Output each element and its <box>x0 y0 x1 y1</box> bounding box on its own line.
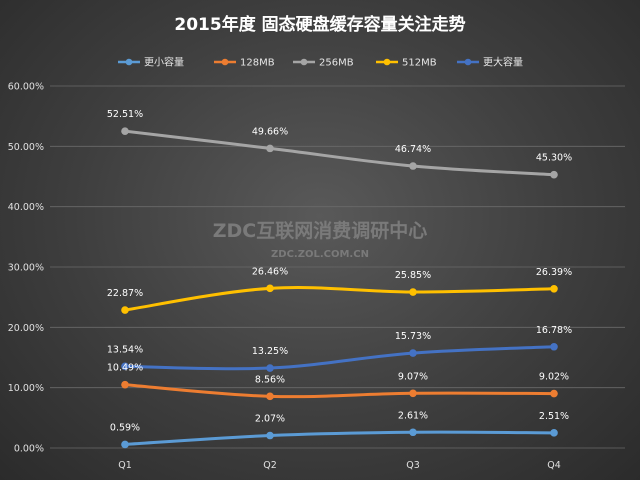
y-tick-label: 40.00% <box>8 202 44 213</box>
x-tick-label: Q4 <box>547 460 561 471</box>
legend-item: 256MB <box>293 58 354 69</box>
data-point <box>121 362 129 371</box>
series-path <box>123 129 556 177</box>
data-label: 45.30% <box>536 153 572 164</box>
series-line <box>121 428 558 449</box>
data-label: 22.87% <box>107 288 143 299</box>
series-group <box>121 127 558 449</box>
data-label: 8.56% <box>255 374 285 385</box>
data-point <box>266 392 274 401</box>
data-label: 25.85% <box>395 270 431 281</box>
y-tick-label: 50.00% <box>8 142 44 153</box>
data-label: 2.61% <box>398 410 428 421</box>
legend-marker <box>464 58 472 66</box>
y-tick-label: 0.00% <box>14 444 44 455</box>
data-label: 49.66% <box>252 126 288 137</box>
data-label: 13.54% <box>107 344 143 355</box>
series-path <box>123 383 556 399</box>
legend: 更小容量 128MB 256MB 512MB 更大容量 <box>118 56 523 69</box>
x-tick-label: Q1 <box>118 460 132 471</box>
data-point <box>266 364 274 372</box>
data-point <box>266 431 274 440</box>
legend-marker <box>221 58 229 66</box>
x-tick-label: Q2 <box>263 460 277 471</box>
y-tick-label: 20.00% <box>8 323 44 334</box>
watermark-main: ZDC互联网消费调研中心 <box>213 219 428 242</box>
y-tick-label: 30.00% <box>8 263 44 274</box>
y-tick-label: 60.00% <box>8 82 44 93</box>
chart-title: 2015年度 固态硬盘缓存容量关注走势 <box>174 14 465 35</box>
data-label: 15.73% <box>395 331 431 342</box>
data-point <box>266 144 274 153</box>
data-point <box>550 389 558 398</box>
data-point <box>409 428 417 437</box>
legend-marker <box>383 58 391 66</box>
data-point <box>550 342 558 351</box>
data-label: 2.51% <box>539 411 569 422</box>
data-label: 9.07% <box>398 371 428 382</box>
series-line <box>121 127 558 179</box>
data-point <box>550 284 558 293</box>
data-point <box>121 306 129 314</box>
data-label: 26.39% <box>536 267 572 278</box>
legend-marker <box>125 58 133 66</box>
data-point <box>409 162 417 170</box>
y-tick-label: 10.00% <box>8 383 44 394</box>
watermark: ZDC互联网消费调研中心 ZDC.ZOL.COM.CN <box>213 219 428 260</box>
data-label: 16.78% <box>536 325 572 336</box>
data-label: 46.74% <box>395 144 431 155</box>
series-line <box>121 284 558 314</box>
series-path <box>123 345 556 371</box>
legend-item: 更小容量 <box>118 56 184 69</box>
series-line <box>121 380 558 401</box>
x-tick-label: Q3 <box>406 460 420 471</box>
legend-item: 128MB <box>214 58 275 69</box>
series-path <box>123 286 556 312</box>
watermark-sub: ZDC.ZOL.COM.CN <box>271 249 369 260</box>
legend-marker <box>300 58 308 66</box>
legend-label: 更大容量 <box>483 56 523 69</box>
series-line <box>121 342 558 372</box>
y-axis: 0.00% 10.00% 20.00% 30.00% 40.00% 50.00% 60.00… <box>8 82 44 455</box>
data-label: 13.25% <box>252 346 288 357</box>
data-point <box>121 380 129 389</box>
legend-label: 256MB <box>319 58 354 69</box>
legend-label: 512MB <box>402 58 437 69</box>
data-label: 9.02% <box>539 372 569 383</box>
x-axis: Q1 Q2 Q3 Q4 <box>118 460 561 471</box>
data-label: 10.49% <box>107 363 143 374</box>
legend-label: 128MB <box>240 58 275 69</box>
data-point <box>550 170 558 179</box>
legend-label: 更小容量 <box>144 56 184 69</box>
data-point <box>121 127 129 135</box>
data-label: 0.59% <box>110 422 140 433</box>
data-point <box>550 429 558 437</box>
data-label: 52.51% <box>107 109 143 120</box>
data-label: 26.46% <box>252 266 288 277</box>
data-point <box>266 284 274 293</box>
data-point <box>409 288 417 296</box>
data-point <box>409 389 417 398</box>
series-path <box>123 430 556 446</box>
data-labels: 0.59% 2.07% 2.61% 2.51% 10.49% 8.56% 9.07% 9.02… <box>107 109 572 433</box>
data-point <box>409 349 417 357</box>
legend-item: 512MB <box>376 58 437 69</box>
legend-item: 更大容量 <box>457 56 523 69</box>
data-point <box>121 440 129 449</box>
data-label: 2.07% <box>255 414 285 425</box>
